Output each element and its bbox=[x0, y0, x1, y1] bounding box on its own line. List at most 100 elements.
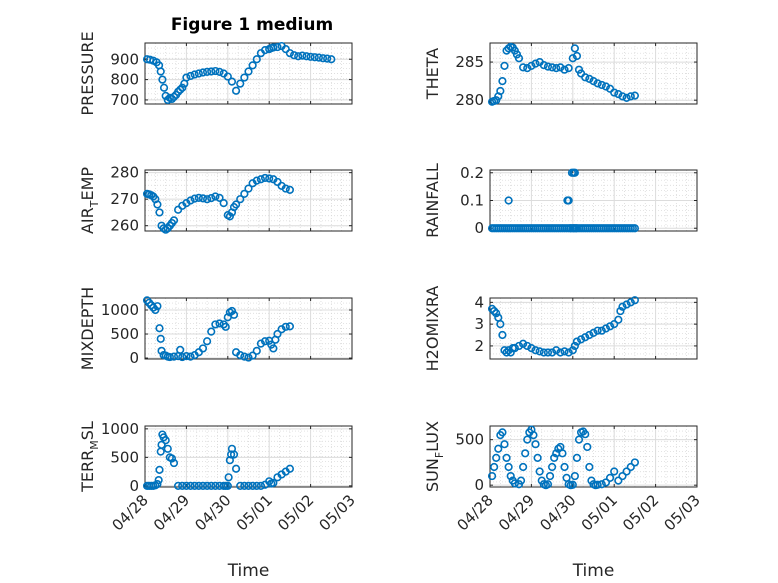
data-point bbox=[158, 75, 167, 84]
data-point bbox=[533, 453, 542, 462]
data-point bbox=[225, 212, 234, 221]
data-point bbox=[618, 302, 627, 311]
data-point bbox=[527, 61, 536, 70]
data-point bbox=[227, 77, 237, 86]
data-point bbox=[182, 352, 191, 361]
data-point bbox=[298, 51, 307, 60]
x-axis-label: Time bbox=[572, 561, 615, 581]
data-point bbox=[630, 458, 640, 467]
data-point bbox=[529, 431, 538, 440]
data-point bbox=[215, 193, 224, 202]
data-point bbox=[223, 481, 232, 490]
data-point bbox=[597, 326, 606, 335]
data-point bbox=[514, 54, 524, 63]
data-point bbox=[167, 454, 177, 463]
data-point bbox=[252, 346, 261, 355]
data-point bbox=[547, 348, 557, 357]
x-tick-label: 05/01 bbox=[578, 491, 621, 534]
data-point bbox=[523, 64, 532, 73]
data-point bbox=[269, 478, 278, 488]
data-point bbox=[610, 88, 619, 97]
data-point bbox=[576, 335, 586, 344]
data-point bbox=[169, 458, 179, 468]
data-point bbox=[572, 51, 582, 61]
data-point bbox=[294, 52, 303, 61]
data-point bbox=[523, 435, 532, 444]
data-point bbox=[601, 82, 611, 91]
subplot-1: 700 800 900 PRESSURE bbox=[78, 31, 353, 116]
data-point bbox=[165, 352, 174, 362]
data-point bbox=[207, 481, 216, 490]
data-point bbox=[244, 184, 253, 193]
data-point bbox=[589, 77, 598, 86]
data-point bbox=[519, 339, 528, 348]
y-axis-label: MIXDEPTH bbox=[78, 287, 97, 370]
data-point bbox=[260, 173, 270, 183]
data-point bbox=[198, 194, 208, 203]
data-point bbox=[248, 481, 257, 490]
data-point bbox=[547, 462, 557, 472]
data-point bbox=[231, 200, 241, 209]
data-point bbox=[519, 63, 528, 72]
data-point bbox=[490, 462, 499, 472]
y-axis-label: AIRTEMP bbox=[78, 167, 101, 234]
data-point bbox=[203, 337, 212, 346]
data-point bbox=[186, 71, 195, 81]
y-tick-label: 800 bbox=[110, 71, 139, 89]
data-point bbox=[153, 480, 162, 489]
data-point bbox=[500, 440, 509, 449]
y-tick-label: 280 bbox=[455, 91, 484, 109]
data-point bbox=[277, 325, 286, 334]
subplot-3: 260 270 280 AIRTEMP bbox=[78, 164, 353, 235]
data-point bbox=[281, 184, 290, 193]
data-point bbox=[543, 348, 553, 357]
data-point bbox=[169, 92, 179, 101]
data-point bbox=[215, 67, 224, 76]
data-point bbox=[574, 435, 584, 444]
data-point bbox=[163, 444, 172, 453]
data-point bbox=[570, 471, 579, 481]
data-point bbox=[314, 53, 323, 62]
data-point bbox=[215, 319, 224, 328]
y-tick-label: 260 bbox=[110, 217, 139, 235]
data-point bbox=[227, 450, 236, 459]
data-point bbox=[496, 320, 505, 329]
data-point bbox=[186, 196, 195, 205]
x-tick-label: 04/28 bbox=[454, 491, 497, 534]
data-point bbox=[531, 59, 540, 68]
x-tick-label: 05/03 bbox=[316, 491, 359, 534]
data-point bbox=[198, 68, 208, 77]
data-point bbox=[207, 67, 216, 76]
data-point bbox=[531, 346, 540, 355]
data-point bbox=[605, 473, 615, 482]
data-point bbox=[252, 176, 261, 185]
data-point bbox=[585, 462, 594, 472]
y-axis-label: PRESSURE bbox=[78, 31, 97, 115]
data-point bbox=[581, 333, 590, 342]
y-tick-label: 4 bbox=[474, 293, 484, 311]
data-point bbox=[157, 346, 166, 355]
data-point bbox=[622, 467, 631, 476]
data-point bbox=[610, 467, 619, 476]
data-point bbox=[535, 347, 544, 356]
figure-title: Figure 1 medium bbox=[171, 15, 333, 35]
data-point bbox=[545, 471, 555, 481]
data-point bbox=[154, 476, 163, 485]
data-point bbox=[153, 302, 162, 311]
data-point bbox=[273, 42, 282, 52]
data-point bbox=[593, 326, 602, 335]
data-point bbox=[539, 61, 548, 70]
data-point bbox=[593, 480, 602, 489]
y-tick-label: 900 bbox=[110, 50, 139, 68]
data-point bbox=[211, 192, 220, 201]
data-point bbox=[498, 428, 507, 437]
data-point bbox=[176, 85, 185, 94]
data-point bbox=[285, 464, 295, 473]
data-point bbox=[236, 351, 245, 360]
data-point bbox=[560, 347, 569, 356]
data-point bbox=[494, 444, 503, 453]
data-point bbox=[269, 43, 278, 52]
data-point bbox=[178, 481, 187, 490]
data-point bbox=[614, 315, 623, 324]
